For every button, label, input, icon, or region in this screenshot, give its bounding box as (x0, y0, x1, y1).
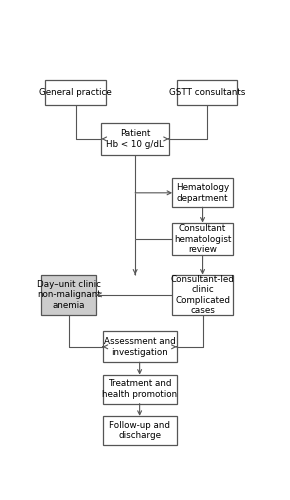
Text: Patient
Hb < 10 g/dL: Patient Hb < 10 g/dL (106, 129, 164, 148)
Text: Follow-up and
discharge: Follow-up and discharge (109, 420, 170, 440)
Text: Consultant
hematologist
review: Consultant hematologist review (174, 224, 231, 254)
FancyBboxPatch shape (41, 274, 96, 315)
Text: Assessment and
investigation: Assessment and investigation (104, 337, 175, 356)
FancyBboxPatch shape (172, 222, 233, 256)
FancyBboxPatch shape (177, 80, 238, 105)
Text: Hematology
department: Hematology department (176, 183, 229, 203)
Text: Day–unit clinic
non-malignant
anemia: Day–unit clinic non-malignant anemia (37, 280, 101, 310)
FancyBboxPatch shape (172, 274, 233, 315)
Text: GSTT consultants: GSTT consultants (169, 88, 245, 97)
FancyBboxPatch shape (103, 332, 177, 362)
FancyBboxPatch shape (45, 80, 106, 105)
Text: Treatment and
health promotion: Treatment and health promotion (102, 380, 177, 399)
Text: General practice: General practice (39, 88, 112, 97)
Text: Consultant-led
clinic
Complicated
cases: Consultant-led clinic Complicated cases (171, 275, 235, 315)
FancyBboxPatch shape (172, 178, 233, 208)
FancyBboxPatch shape (103, 416, 177, 445)
FancyBboxPatch shape (102, 122, 169, 156)
FancyBboxPatch shape (103, 374, 177, 404)
